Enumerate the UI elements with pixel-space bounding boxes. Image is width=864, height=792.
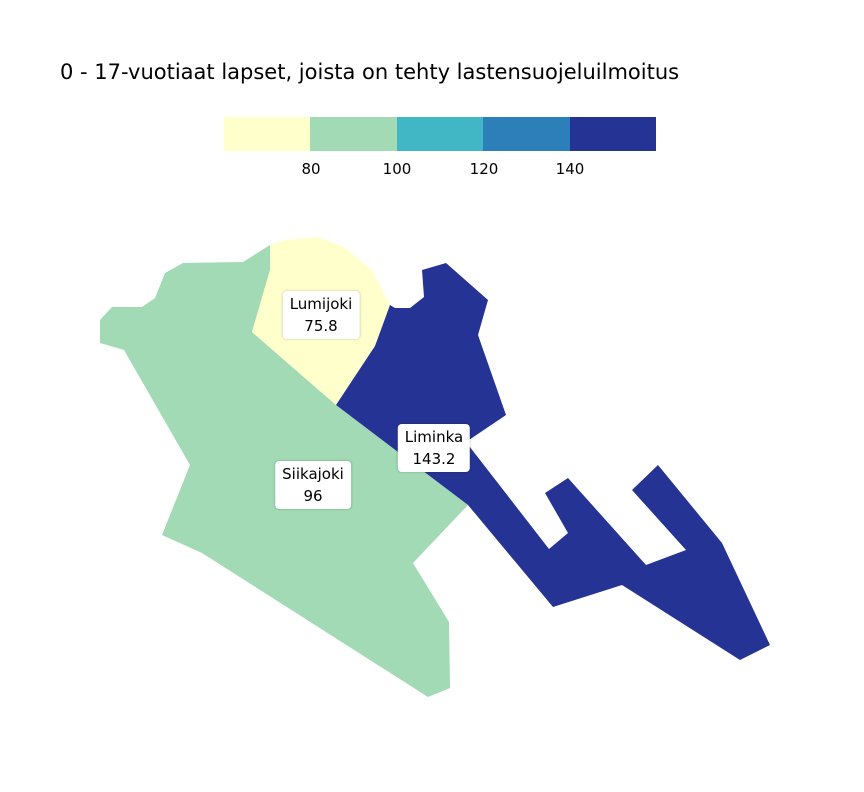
legend-bin-3: [396, 117, 484, 151]
legend-tick-100: 100: [382, 160, 412, 178]
region-name-lumijoki: Lumijoki: [289, 295, 353, 313]
legend-bin-4: [483, 117, 570, 151]
region-label-siikajoki: Siikajoki 96: [275, 461, 351, 509]
legend-tick-120: 120: [469, 160, 499, 178]
region-label-liminka: Liminka 143.2: [397, 424, 471, 472]
region-value-siikajoki: 96: [303, 487, 323, 505]
region-name-siikajoki: Siikajoki: [282, 465, 344, 483]
legend-tick-80: 80: [301, 160, 321, 178]
color-legend: [224, 117, 657, 151]
region-name-liminka: Liminka: [404, 428, 464, 446]
region-value-liminka: 143.2: [412, 450, 456, 468]
region-label-lumijoki: Lumijoki 75.8: [282, 291, 360, 339]
map-title: 0 - 17-vuotiaat lapset, joista on tehty …: [60, 60, 680, 84]
region-liminka[interactable]: [336, 263, 770, 660]
legend-bin-1: [224, 117, 311, 151]
legend-bin-2: [310, 117, 397, 151]
legend-bin-5: [569, 117, 657, 151]
legend-tick-140: 140: [555, 160, 585, 178]
region-value-lumijoki: 75.8: [304, 317, 338, 335]
